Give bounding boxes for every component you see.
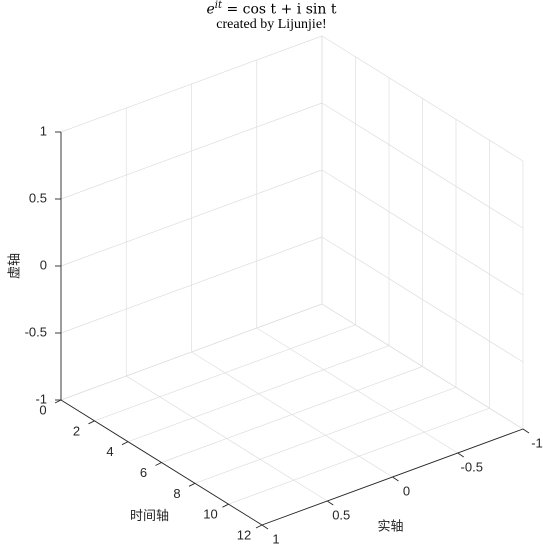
y-tick-label: 0 — [403, 483, 410, 498]
x-tick-mark — [188, 482, 196, 487]
grid-line-left-z — [60, 35, 323, 133]
z-tick-label: -1 — [35, 391, 47, 406]
tick-labels: 0 2 4 6 8 10 12 -1 -0.5 0 0.5 1 -1 -0.5 0 0.5 1 — [25, 123, 543, 546]
x-tick-mark — [121, 441, 129, 446]
x-tick-label: 10 — [203, 507, 217, 522]
z-tick-label: 1 — [40, 123, 47, 138]
grid-line-floor-y — [191, 351, 393, 478]
y-tick-label: 0.5 — [332, 507, 350, 522]
grid-line-back-z — [321, 102, 524, 229]
x-tick-label: 2 — [73, 423, 80, 438]
x-axis-label: 时间轴 — [130, 508, 169, 523]
x-tick-mark — [222, 503, 229, 508]
y-tick-mark — [392, 476, 399, 482]
x-tick-label: 0 — [39, 402, 46, 417]
chart-subtitle: created by Lijunjie! — [216, 17, 327, 32]
x-tick-label: 12 — [237, 527, 251, 542]
chart-title: eit = cos t + i sin t — [0, 0, 543, 18]
axis-lines — [54, 131, 530, 530]
grid-line-back-z — [321, 35, 524, 162]
z-tick-label: 0.5 — [29, 190, 47, 205]
y-tick-mark — [261, 524, 269, 530]
y-tick-label: -0.5 — [461, 459, 483, 474]
grid-line-back-z — [321, 169, 524, 296]
z-tick-label: -0.5 — [25, 324, 47, 339]
y-tick-label: 1 — [272, 531, 279, 546]
grid-line-left-z — [60, 102, 323, 200]
grid-line-left-z — [60, 236, 323, 334]
title-equation: = cos t + i sin t — [222, 1, 337, 18]
y-tick-mark — [327, 500, 334, 506]
y-tick-label: -1 — [531, 435, 543, 450]
y-tick-mark — [522, 428, 530, 434]
x-tick-mark — [88, 420, 95, 425]
grid-lines — [60, 35, 524, 526]
grid-line-floor-y — [126, 375, 328, 502]
x-tick-mark — [255, 524, 263, 529]
y-axis-label: 实轴 — [377, 518, 403, 533]
x-tick-label: 8 — [173, 486, 180, 501]
grid-line-floor-y — [256, 327, 458, 454]
y-tick-mark — [457, 452, 464, 458]
x-tick-mark — [54, 399, 62, 404]
grid-line-back-z — [321, 303, 524, 430]
grid-line-left-z — [60, 303, 323, 401]
title-e: e — [206, 1, 215, 18]
x-tick-label: 4 — [106, 444, 113, 459]
grid-line-back-z — [321, 236, 524, 363]
x-tick-label: 6 — [140, 465, 147, 480]
x-tick-mark — [155, 462, 162, 466]
z-tick-label: 0 — [40, 257, 47, 272]
z-axis-label: 虚轴 — [6, 253, 21, 279]
title-superscript: it — [214, 0, 223, 11]
grid-line-left-z — [60, 169, 323, 267]
